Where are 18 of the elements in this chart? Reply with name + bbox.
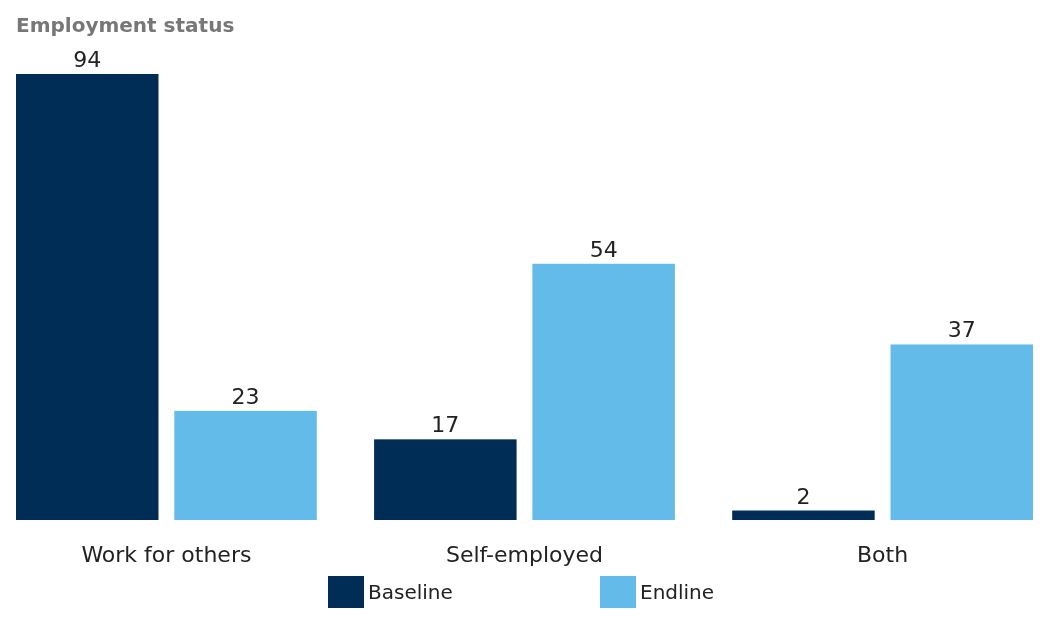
data-label: 94 [73, 47, 102, 72]
data-label: 37 [947, 317, 976, 343]
x-tick-label: Work for others [81, 542, 252, 567]
data-label: 17 [431, 412, 460, 438]
x-tick-label: Self-employed [445, 542, 604, 567]
x-tick-label: Both [857, 542, 909, 567]
bar [374, 439, 517, 520]
chart-title: Employment status [16, 13, 235, 37]
data-label: 2 [796, 483, 811, 509]
bar [16, 74, 159, 520]
bar [890, 344, 1033, 520]
data-label: 54 [589, 236, 618, 262]
bar [532, 263, 675, 520]
legend-label: Baseline [368, 580, 453, 604]
legend-label: Endline [640, 580, 715, 604]
data-label: 23 [231, 383, 260, 409]
bar [174, 410, 317, 520]
bar [732, 510, 875, 520]
